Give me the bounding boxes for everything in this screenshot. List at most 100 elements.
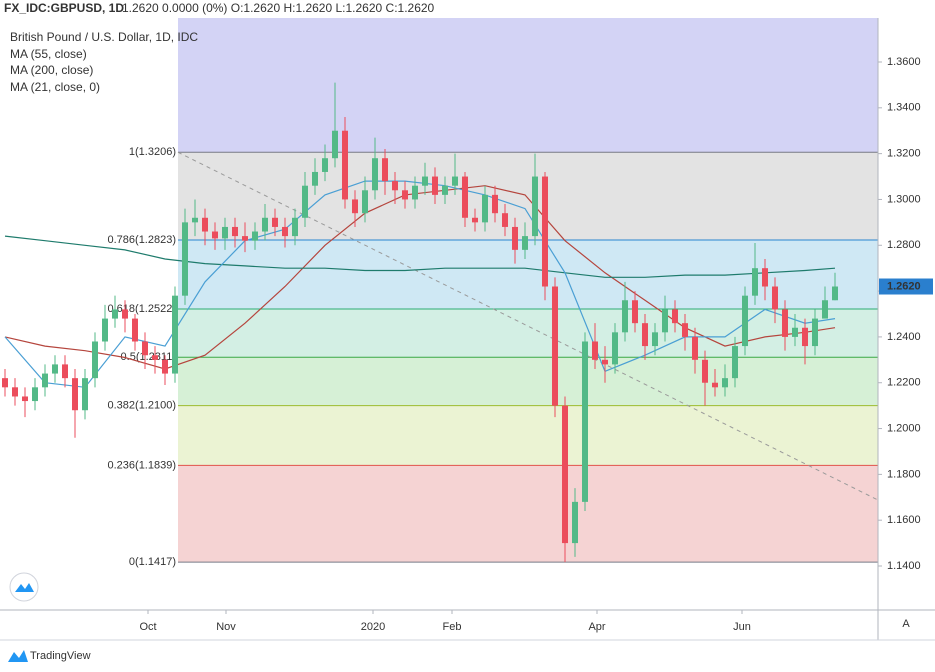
fib-zone [178,152,878,240]
candle-body [62,364,68,379]
candle-body [402,190,408,200]
candle-body [242,236,248,241]
candle-body [482,194,488,223]
candle-body [722,378,728,388]
candle-body [182,222,188,296]
candle-body [12,387,18,397]
candle-body [202,217,208,232]
y-tick-label: 1.3400 [887,102,921,114]
candle-body [222,226,228,239]
candle-body [612,332,618,365]
candle-body [462,176,468,218]
candle-body [582,341,588,502]
candle-body [812,318,818,347]
candle-body [672,309,678,324]
candle-body [762,268,768,287]
legend-entry: MA (55, close) [10,47,87,61]
candle-body [142,341,148,356]
candle-body [712,382,718,388]
candle-body [422,176,428,186]
legend-entry: MA (21, close, 0) [10,80,100,94]
candle-body [732,346,738,379]
candle-body [662,309,668,333]
tv-icon[interactable] [9,572,39,602]
x-tick-label: Feb [443,621,462,633]
fib-zone [178,357,878,406]
brand-logo [8,650,28,662]
x-tick-label: Apr [588,621,605,633]
last-price-label: 1.2620 [887,280,921,292]
y-tick-label: 1.2800 [887,239,921,251]
fib-zone [178,240,878,309]
x-tick-label: Oct [139,621,156,633]
fib-zone [178,18,878,153]
y-tick-label: 1.3200 [887,148,921,160]
y-tick-label: 1.3600 [887,56,921,68]
candle-body [452,176,458,186]
candle-body [682,323,688,337]
candle-body [532,176,538,237]
candle-body [252,231,258,241]
candle-body [492,194,498,214]
y-tick-label: 1.3000 [887,193,921,205]
candle-body [632,300,638,324]
candle-body [372,158,378,191]
candle-body [622,300,628,333]
candle-body [52,364,58,374]
candle-body [212,231,218,239]
fib-zone [178,465,878,563]
y-tick-label: 1.1600 [887,514,921,526]
y-tick-label: 1.1800 [887,468,921,480]
candle-body [282,226,288,237]
fib-zone [178,308,878,358]
candle-body [272,217,278,227]
candle-body [312,171,318,186]
candle-body [592,341,598,360]
x-tick-label: Nov [216,621,236,633]
candle-body [72,378,78,411]
candle-body [32,387,38,402]
candle-body [262,217,268,232]
y-tick-label: 1.2200 [887,377,921,389]
candle-body [642,323,648,347]
y-tick-label: 1.2400 [887,331,921,343]
quote: 1.2620 0.0000 (0%) O:1.2620 H:1.2620 L:1… [122,1,435,15]
candle-body [822,300,828,319]
symbol: FX_IDC:GBPUSD, 1D [4,1,124,15]
candle-body [342,130,348,200]
brand: TradingView [30,650,91,662]
y-tick-label: 1.1400 [887,560,921,572]
candle-body [502,213,508,227]
legend-title: British Pound / U.S. Dollar, 1D, IDC [10,30,198,44]
candle-body [302,185,308,218]
candle-body [292,217,298,237]
candle-body [752,268,758,296]
candle-body [132,318,138,342]
candle-body [152,355,158,360]
candle-body [742,295,748,347]
candle-body [362,190,368,214]
candle-body [472,217,478,223]
candle-body [2,378,8,388]
auto-scale-button[interactable]: A [896,615,916,633]
candle-body [832,286,838,301]
y-tick-label: 1.2000 [887,422,921,434]
candle-body [92,341,98,379]
candle-body [542,176,548,287]
ma-line [4,235,836,278]
candle-body [522,236,528,250]
candle-body [192,217,198,223]
candle-body [112,309,118,319]
fib-zone [178,405,878,466]
candle-body [122,309,128,319]
candle-body [162,359,168,374]
candle-body [442,185,448,195]
legend-entry: MA (200, close) [10,63,93,77]
fib-label: 0.382(1.2100) [108,400,177,412]
candle-body [692,336,698,360]
candle-body [382,158,388,182]
button-label: A [902,618,910,630]
candle-body [232,226,238,237]
x-tick-label: Jun [733,621,751,633]
